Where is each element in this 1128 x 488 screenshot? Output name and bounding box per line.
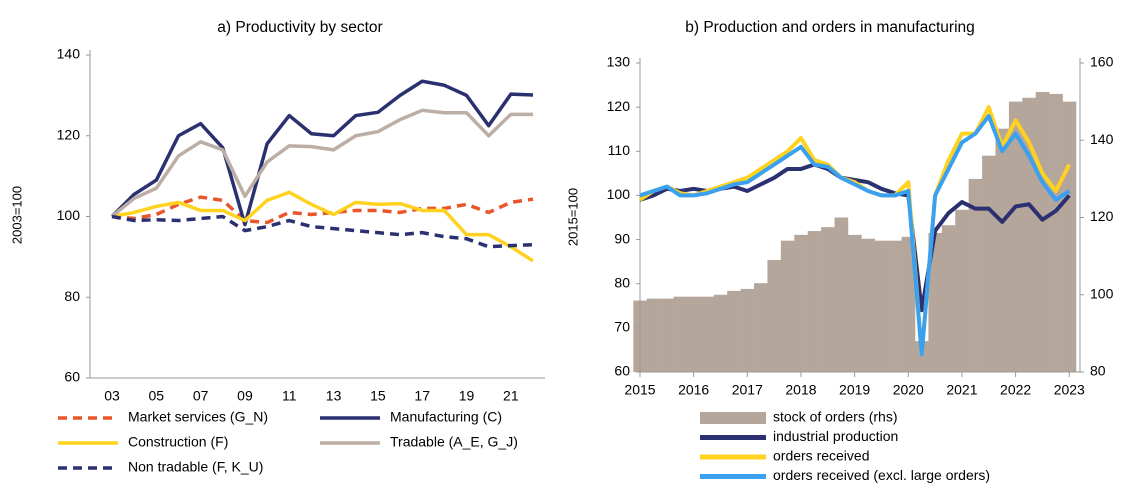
x-tick-label: 03 xyxy=(104,388,120,404)
bar xyxy=(780,240,795,372)
bar xyxy=(794,234,808,372)
bar xyxy=(995,128,1010,372)
bar xyxy=(713,294,728,372)
x-tick-label: 2018 xyxy=(785,382,816,398)
bar xyxy=(941,225,956,372)
bar xyxy=(874,240,889,372)
y-tick-label: 130 xyxy=(607,54,631,70)
y-tick-label: 100 xyxy=(607,186,631,202)
x-tick-label: 17 xyxy=(414,388,430,404)
x-tick-label: 07 xyxy=(193,388,209,404)
y-tick-label: 60 xyxy=(614,363,630,379)
y2-tick-label: 120 xyxy=(1090,208,1114,224)
line xyxy=(111,195,534,225)
legend-label: orders received (excl. large orders) xyxy=(773,467,990,483)
bar xyxy=(982,155,996,372)
legend-swatch xyxy=(700,412,766,424)
bar xyxy=(1049,93,1063,373)
y2-tick-label: 100 xyxy=(1090,285,1114,301)
bar xyxy=(888,240,902,372)
x-tick-label: 2021 xyxy=(946,382,977,398)
bar xyxy=(1008,101,1023,372)
x-tick-label: 2023 xyxy=(1054,382,1085,398)
bar xyxy=(673,296,688,372)
bar xyxy=(928,232,943,372)
y2-tick-label: 160 xyxy=(1090,54,1114,70)
y-tick-label: 140 xyxy=(57,46,81,62)
line xyxy=(111,214,534,249)
legend-label: Construction (F) xyxy=(128,434,228,450)
bar xyxy=(727,290,741,372)
legend-label: Non tradable (F, K_U) xyxy=(128,459,263,475)
y-tick-label: 120 xyxy=(57,126,81,142)
x-tick-label: 05 xyxy=(149,388,165,404)
line xyxy=(639,113,1071,357)
bar xyxy=(968,178,983,372)
bar xyxy=(915,341,929,372)
x-tick-label: 2015 xyxy=(624,382,655,398)
bar xyxy=(1035,91,1050,372)
y2-tick-label: 140 xyxy=(1090,131,1114,147)
x-tick-label: 13 xyxy=(326,388,342,404)
y-tick-label: 60 xyxy=(64,369,80,385)
bar xyxy=(821,227,835,372)
line xyxy=(111,190,534,263)
bar xyxy=(861,238,876,372)
x-tick-label: 21 xyxy=(503,388,519,404)
y-tick-label: 100 xyxy=(57,207,81,223)
y-tick-label: 70 xyxy=(614,319,630,335)
line xyxy=(110,79,534,227)
y-tick-label: 110 xyxy=(608,142,631,158)
y-tick-label: 120 xyxy=(607,98,631,114)
bar xyxy=(700,296,715,372)
y-tick-label: 80 xyxy=(614,274,630,290)
bar xyxy=(807,231,822,372)
legend-label: orders received xyxy=(773,448,870,464)
y-tick-label: 80 xyxy=(64,288,80,304)
bar xyxy=(686,296,701,372)
bar xyxy=(901,236,916,372)
y2-tick-label: 80 xyxy=(1090,363,1106,379)
x-tick-label: 19 xyxy=(459,388,475,404)
legend-label: Market services (G_N) xyxy=(128,409,268,425)
legend-label: Tradable (A_E, G_J) xyxy=(390,434,518,450)
bar xyxy=(754,283,768,372)
y-axis-label: 2003=100 xyxy=(9,186,24,244)
x-tick-label: 09 xyxy=(237,388,253,404)
chart-title: b) Production and orders in manufacturin… xyxy=(685,19,975,36)
chart-title: a) Productivity by sector xyxy=(217,19,382,36)
x-tick-label: 2022 xyxy=(1000,382,1031,398)
line xyxy=(110,108,533,218)
x-tick-label: 2016 xyxy=(678,382,709,398)
y-axis-label: 2015=100 xyxy=(565,188,580,246)
x-tick-label: 11 xyxy=(282,388,297,404)
bar xyxy=(847,234,862,372)
x-tick-label: 2017 xyxy=(732,382,763,398)
x-tick-label: 2020 xyxy=(893,382,924,398)
bar xyxy=(834,217,849,372)
bar xyxy=(955,209,969,372)
legend-label: Manufacturing (C) xyxy=(390,409,502,425)
bar xyxy=(767,259,782,372)
x-tick-label: 2019 xyxy=(839,382,870,398)
bar xyxy=(740,288,755,372)
y-tick-label: 90 xyxy=(614,230,630,246)
bar xyxy=(1062,101,1077,372)
legend-label: stock of orders (rhs) xyxy=(773,409,897,425)
bar xyxy=(646,298,661,372)
legend-label: industrial production xyxy=(773,428,898,444)
bar xyxy=(660,298,674,372)
x-tick-label: 15 xyxy=(370,388,386,404)
